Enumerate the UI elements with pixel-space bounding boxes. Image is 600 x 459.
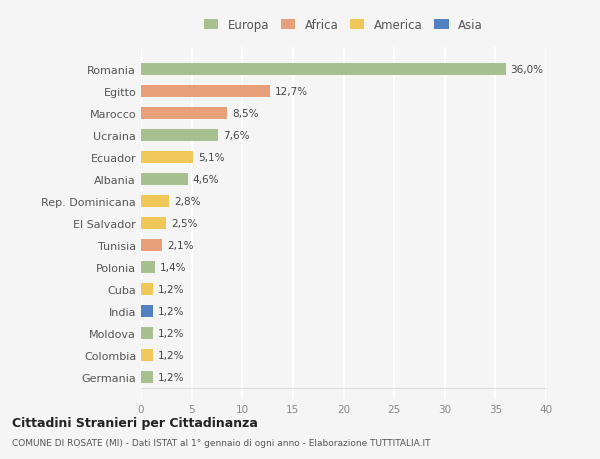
Text: 1,2%: 1,2% — [158, 350, 185, 360]
Legend: Europa, Africa, America, Asia: Europa, Africa, America, Asia — [204, 19, 483, 32]
Text: 1,2%: 1,2% — [158, 307, 185, 317]
Bar — [141, 86, 269, 98]
Text: 12,7%: 12,7% — [275, 87, 308, 97]
Text: Cittadini Stranieri per Cittadinanza: Cittadini Stranieri per Cittadinanza — [12, 416, 258, 429]
Bar — [141, 327, 153, 340]
Bar — [141, 306, 153, 318]
Bar — [141, 240, 162, 252]
Bar — [141, 130, 218, 142]
Text: 4,6%: 4,6% — [193, 175, 219, 185]
Bar — [141, 371, 153, 383]
Text: 1,2%: 1,2% — [158, 285, 185, 295]
Bar — [141, 152, 193, 164]
Text: COMUNE DI ROSATE (MI) - Dati ISTAT al 1° gennaio di ogni anno - Elaborazione TUT: COMUNE DI ROSATE (MI) - Dati ISTAT al 1°… — [12, 438, 431, 447]
Text: 2,8%: 2,8% — [175, 197, 201, 207]
Text: 2,5%: 2,5% — [172, 219, 198, 229]
Bar — [141, 174, 188, 186]
Text: 8,5%: 8,5% — [232, 109, 259, 119]
Text: 5,1%: 5,1% — [198, 153, 224, 163]
Bar — [141, 108, 227, 120]
Bar — [141, 64, 505, 76]
Text: 36,0%: 36,0% — [511, 65, 544, 75]
Text: 7,6%: 7,6% — [223, 131, 250, 141]
Bar — [141, 218, 166, 230]
Bar — [141, 284, 153, 296]
Text: 1,4%: 1,4% — [160, 263, 187, 273]
Bar — [141, 262, 155, 274]
Bar — [141, 196, 169, 208]
Text: 1,2%: 1,2% — [158, 372, 185, 382]
Text: 1,2%: 1,2% — [158, 329, 185, 338]
Text: 2,1%: 2,1% — [167, 241, 194, 251]
Bar — [141, 349, 153, 361]
